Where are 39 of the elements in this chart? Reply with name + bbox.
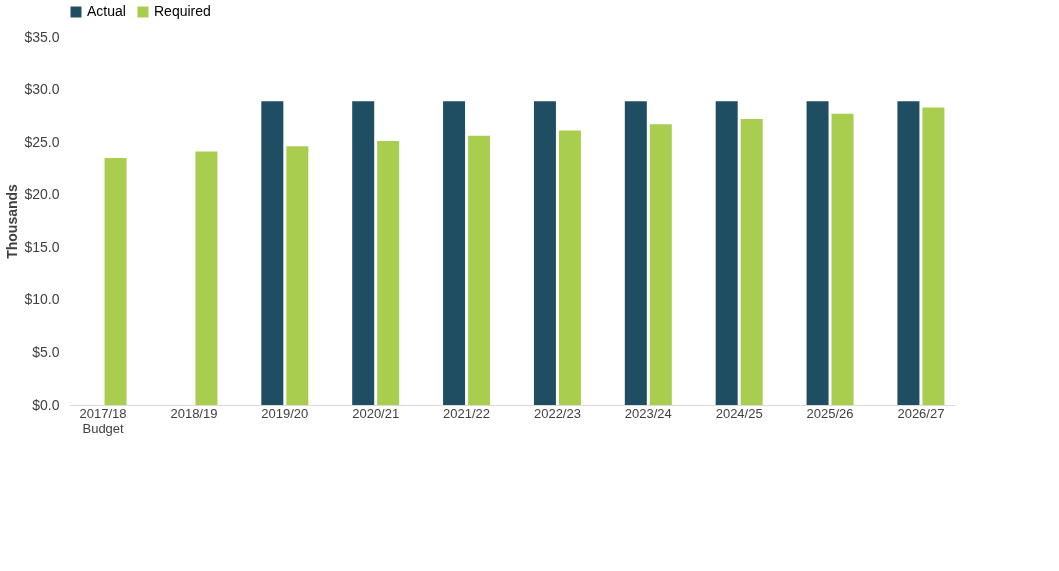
bar [377,141,400,405]
bar [715,101,738,405]
bar [443,101,466,405]
bar [533,101,556,405]
x-tick-label: 2017/18 Budget [79,405,127,436]
x-tick-label: 2024/25 [715,405,763,421]
y-tick-label: $15.0 [24,238,60,255]
bar [468,135,491,405]
x-tick-label: 2018/19 [170,405,218,421]
bar [649,124,672,405]
x-tick-label: 2021/22 [443,405,491,421]
y-tick-label: $35.0 [24,28,60,45]
y-tick-label: $0.0 [32,396,60,413]
x-tick-label: 2023/24 [624,405,672,421]
bar [195,151,218,405]
x-tick-label: 2020/21 [352,405,400,421]
bar [286,146,309,405]
x-tick-label: 2022/23 [533,405,581,421]
y-tick-label: $20.0 [24,186,60,203]
bar [922,107,945,405]
bar [740,119,763,405]
bar [624,101,647,405]
x-tick-label: 2025/26 [806,405,854,421]
legend-label: Required [154,3,211,19]
y-tick-label: $10.0 [24,291,60,308]
bar [104,157,127,405]
bar [352,101,375,405]
legend-label: Actual [87,3,126,19]
x-tick-label: 2019/20 [261,405,309,421]
bar [831,113,854,405]
y-axis-title: Thousands [4,183,21,259]
bar [806,101,829,405]
x-tick-label: 2026/27 [897,405,945,421]
bar [558,130,581,405]
y-tick-label: $25.0 [24,133,60,150]
bar [261,101,284,405]
bar [897,101,920,405]
y-tick-label: $5.0 [32,343,60,360]
y-tick-label: $30.0 [24,81,60,98]
